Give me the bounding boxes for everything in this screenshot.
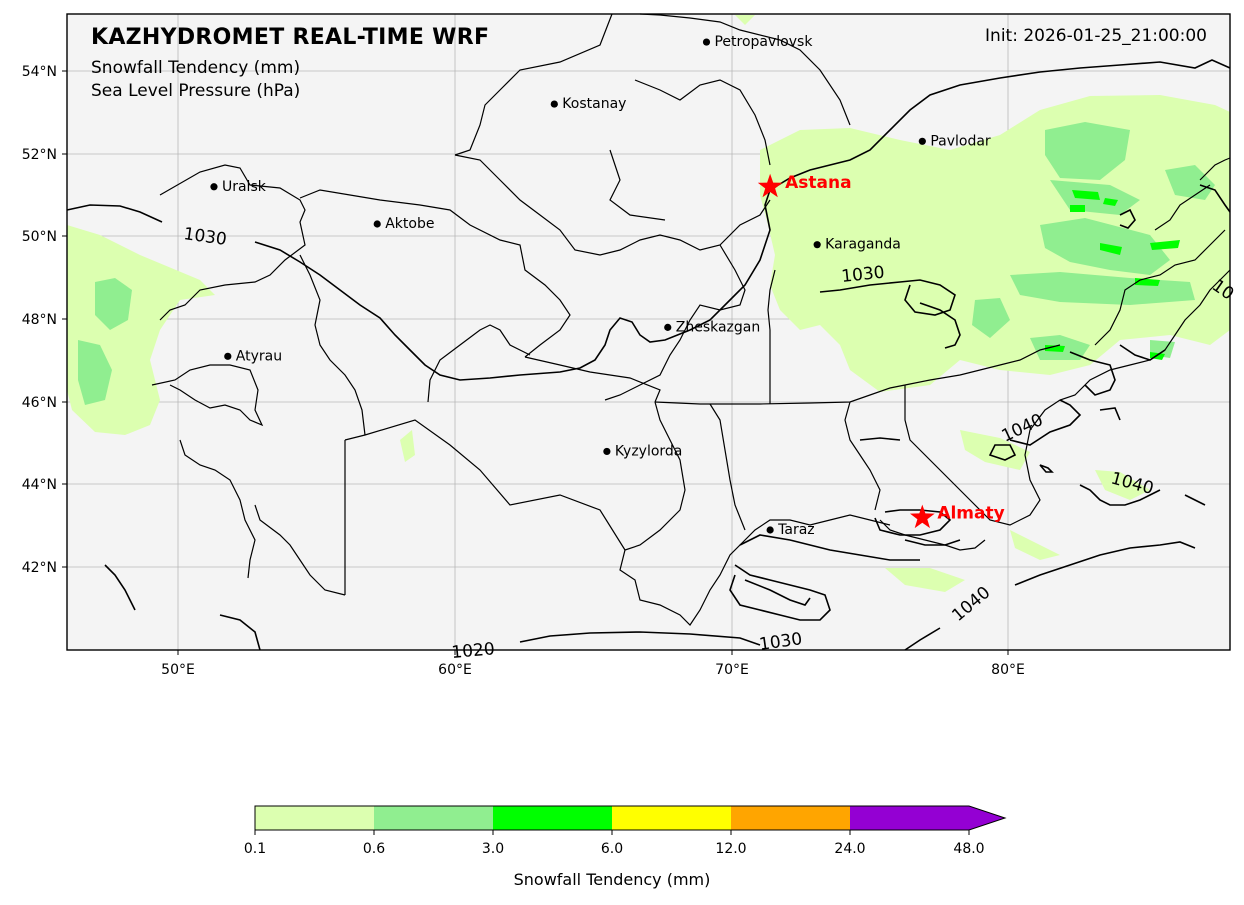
map-frame [66, 13, 1231, 651]
city-label: Karaganda [825, 237, 901, 253]
colorbar-segment [255, 806, 374, 830]
colorbar-level-label: 6.0 [601, 841, 623, 857]
colorbar-segment [850, 806, 1005, 830]
isobar-label-1020: 1020 [451, 639, 496, 663]
lat-tick-label: 44°N [22, 477, 57, 493]
star-icon [757, 173, 783, 198]
city-label: Kyzylorda [615, 443, 683, 459]
city-dot [918, 137, 926, 145]
capital-label: Almaty [937, 504, 1004, 524]
lat-tick-label: 42°N [22, 560, 57, 576]
colorbar: 0.1 0.6 3.0 6.0 12.0 24.0 48.0 [244, 805, 1007, 857]
lon-tick-labels: 50°E 60°E 70°E 80°E [161, 662, 1025, 678]
lat-tick-label: 46°N [22, 395, 57, 411]
star-markers: Astana Almaty [757, 173, 1005, 529]
city-dot [664, 323, 672, 331]
colorbar-level-label: 0.6 [363, 841, 385, 857]
lon-tick-label: 60°E [438, 662, 472, 678]
colorbar-level-label: 24.0 [834, 841, 865, 857]
city-dot [373, 220, 381, 228]
isobars [66, 59, 1231, 651]
city-label: Petropavlovsk [714, 34, 813, 50]
city-label: Aktobe [385, 216, 434, 232]
city-label: Atyrau [236, 348, 282, 364]
city-label: Kostanay [562, 96, 626, 112]
city-dot [702, 38, 711, 46]
city-dot [210, 183, 218, 191]
city-label: Taraz [777, 522, 815, 538]
boundaries [151, 13, 1231, 626]
colorbar-level-label: 0.1 [244, 841, 266, 857]
city-dot [766, 526, 774, 534]
lon-tick-label: 50°E [161, 662, 195, 678]
colorbar-level-label: 3.0 [482, 841, 504, 857]
subtitle-pressure: Sea Level Pressure (hPa) [91, 81, 301, 101]
colorbar-border [254, 805, 1007, 831]
map-title: KAZHYDROMET REAL-TIME WRF [91, 25, 490, 50]
lon-tick-label: 70°E [715, 662, 749, 678]
lat-tick-labels: 54°N 52°N 50°N 48°N 46°N 44°N 42°N [22, 64, 57, 576]
city-dot [224, 352, 232, 360]
lon-tick-label: 80°E [991, 662, 1025, 678]
city-dot [550, 100, 558, 108]
city-dot [603, 447, 611, 456]
colorbar-segment [374, 806, 493, 830]
colorbar-segment [493, 806, 612, 830]
colorbar-level-label: 48.0 [953, 841, 984, 857]
init-time-label: Init: 2026-01-25_21:00:00 [985, 26, 1207, 46]
colorbar-segment [612, 806, 731, 830]
city-dot [813, 241, 821, 249]
city-label: Zheskazgan [676, 319, 761, 335]
colorbar-title: Snowfall Tendency (mm) [513, 870, 711, 889]
city-label: Uralsk [222, 179, 267, 195]
lat-tick-label: 52°N [22, 147, 57, 163]
lat-tick-label: 50°N [22, 229, 57, 245]
capital-label: Astana [785, 173, 851, 193]
lat-tick-label: 48°N [22, 312, 57, 328]
city-markers: Petropavlovsk Kostanay Pavlodar Uralsk Aktob… [210, 34, 991, 538]
subtitle-snowfall: Snowfall Tendency (mm) [91, 58, 301, 78]
lat-tick-label: 54°N [22, 64, 57, 80]
isobar-label-1030-central: 1030 [840, 263, 885, 287]
tick-marks [62, 70, 1009, 655]
colorbar-level-label: 12.0 [715, 841, 746, 857]
colorbar-segment [731, 806, 850, 830]
star-icon [910, 504, 935, 529]
city-label: Pavlodar [930, 133, 991, 149]
